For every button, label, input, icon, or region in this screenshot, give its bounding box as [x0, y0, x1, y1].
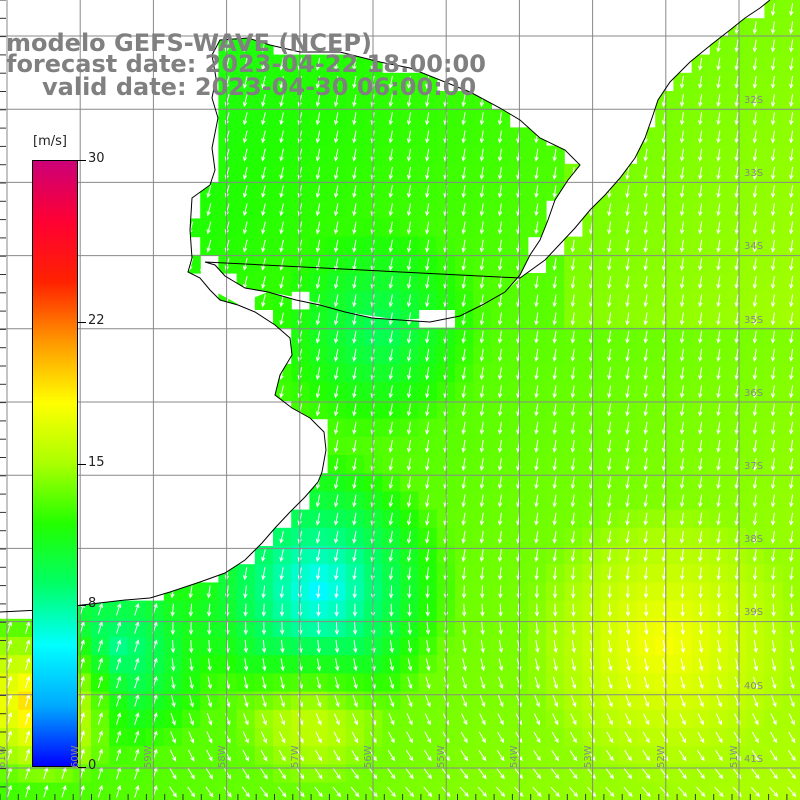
wind-arrow-head	[789, 11, 794, 17]
wind-arrow	[790, 3, 794, 16]
latitude-label: 37S	[744, 461, 764, 472]
wind-arrow	[790, 21, 794, 34]
valid-date: valid date: 2023-04-30 06:00:00	[42, 73, 477, 101]
longitude-label: 57W	[289, 745, 301, 768]
wind-speed-cell	[782, 764, 800, 784]
longitude-label: 59W	[143, 745, 155, 768]
land-mask	[0, 0, 770, 612]
longitude-label: 51W	[729, 745, 740, 768]
colorbar-tick-label: 0	[88, 758, 97, 773]
latitude-label: 39S	[744, 607, 764, 619]
colorbar-tick-label: 8	[88, 596, 97, 612]
latitude-label: 38S	[744, 534, 764, 546]
longitude-label: 52W	[655, 745, 667, 768]
longitude-label: 53W	[582, 745, 594, 768]
colorbar-tick	[78, 463, 86, 465]
wind-arrow	[772, 3, 775, 16]
colorbar-tick-label: 15	[88, 454, 105, 470]
wind-arrow-head	[752, 29, 758, 35]
wind-arrow	[753, 21, 757, 34]
latitude-label: 33S	[744, 168, 764, 180]
longitude-label: 60W	[70, 745, 82, 768]
colorbar-tick-label: 30	[88, 151, 105, 166]
wind-arrow-head	[789, 29, 794, 35]
longitude-label: 58W	[216, 745, 228, 768]
latitude-label: 32S	[744, 95, 764, 106]
wind-arrow-head	[734, 29, 739, 35]
longitude-label: 61W	[0, 745, 8, 768]
colorbar-unit: [m/s]	[33, 134, 67, 149]
longitude-label: 56W	[363, 745, 374, 768]
longitude-label: 55W	[436, 745, 448, 768]
latitude-label: 40S	[744, 680, 764, 692]
colorbar-tick	[78, 160, 86, 161]
wind-arrow	[772, 21, 775, 34]
latitude-label: 35S	[744, 314, 764, 326]
latitude-label: 41S	[744, 753, 764, 765]
latitude-label: 36S	[744, 387, 764, 399]
wind-arrow-head	[770, 29, 776, 35]
latitude-label: 34S	[744, 241, 764, 253]
colorbar-tick-label: 22	[88, 312, 105, 328]
colorbar	[32, 160, 78, 767]
colorbar-tick	[78, 321, 86, 323]
wind-arrow-head	[770, 11, 776, 17]
longitude-label: 54W	[509, 745, 521, 768]
colorbar-tick	[78, 605, 86, 607]
land-polygon	[0, 0, 770, 612]
